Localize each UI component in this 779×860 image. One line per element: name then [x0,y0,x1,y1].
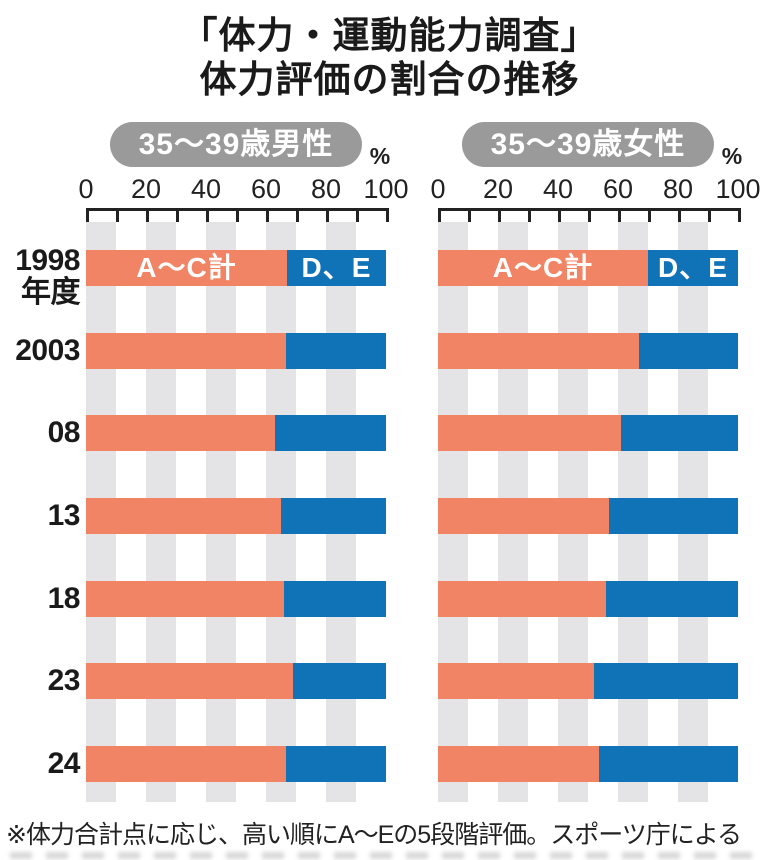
axis-tick-female-80 [678,208,681,222]
axis-tick-female-20 [498,208,501,222]
chart-title-line2: 体力評価の割合の推移 [199,59,580,100]
bar-female-23-good [438,663,594,699]
axis-tick-label-male-100: 100 [363,174,409,204]
bar-male-13-good [86,498,281,534]
bar-male-18-good [86,581,284,617]
bar-male-1998年度-bad [287,250,386,286]
axis-tick-label-female-20: 20 [482,174,514,204]
axis-tick-label-male-60: 60 [250,174,282,204]
chart-title: 「体力・運動能力調査」 体力評価の割合の推移 [0,14,779,102]
bar-female-08-bad [621,415,738,451]
bar-female-1998年度-bad [648,250,738,286]
year-label-13: 13 [0,499,81,532]
year-label-18: 18 [0,582,81,615]
bar-male-2003-good [86,333,286,369]
year-label-1998年度: 1998 年度 [0,245,80,309]
group-pill-female: 35〜39歳女性 [462,122,714,167]
axis-tick-female-70 [648,208,651,222]
segment-label-female-bad: D、E [658,252,728,283]
segment-label-male-good: A〜C計 [136,252,237,283]
axis-tick-female-90 [708,208,711,222]
axis-tick-female-50 [588,208,591,222]
bar-female-2003-good [438,333,639,369]
bar-female-24-bad [599,746,738,782]
year-label-24: 24 [0,747,81,780]
bar-female-24-good [438,746,599,782]
axis-tick-male-20 [146,208,149,222]
axis-tick-male-70 [296,208,299,222]
axis-tick-male-10 [116,208,119,222]
bar-male-13-bad [281,498,386,534]
percent-unit-label-male: % [369,143,391,169]
year-label-line: 年度 [21,276,81,309]
axis-tick-female-100 [738,208,741,222]
bar-female-18-bad [606,581,738,617]
axis-tick-male-100 [386,208,389,222]
bar-male-2003-bad [286,333,386,369]
year-label-08: 08 [0,416,81,449]
year-label-line: 23 [47,664,81,697]
segment-label-male-bad: D、E [301,252,372,283]
bar-female-08-good [438,415,621,451]
chart-title-line1: 「体力・運動能力調査」 [180,15,599,56]
segment-label-female-good: A〜C計 [492,252,594,283]
bar-female-2003-bad [639,333,738,369]
axis-tick-label-female-40: 40 [542,174,574,204]
bar-male-08-bad [275,415,386,451]
axis-tick-male-60 [266,208,269,222]
axis-tick-label-male-40: 40 [190,174,222,204]
axis-tick-label-female-80: 80 [662,174,694,204]
axis-tick-label-female-0: 0 [430,174,446,204]
axis-tick-female-0 [438,208,441,222]
group-pill-male: 35〜39歳男性 [110,122,362,167]
axis-tick-label-male-20: 20 [130,174,162,204]
axis-tick-label-female-60: 60 [602,174,634,204]
bar-female-23-bad [594,663,738,699]
year-label-23: 23 [0,664,81,697]
percent-unit-label-female: % [721,143,743,169]
year-label-line: 24 [47,747,81,780]
axis-tick-female-40 [558,208,561,222]
bar-female-1998年度-good [438,250,648,286]
year-label-2003: 2003 [0,335,80,367]
year-label-line: 18 [47,582,81,615]
year-label-line: 08 [47,416,81,449]
axis-tick-male-40 [206,208,209,222]
bar-male-1998年度-good [86,250,287,286]
bar-male-23-bad [293,663,386,699]
bar-male-24-bad [286,746,386,782]
bar-female-13-good [438,498,609,534]
cropped-text-remnant [10,852,765,859]
axis-tick-label-male-80: 80 [310,174,342,204]
bar-male-18-bad [284,581,386,617]
bar-female-18-good [438,581,606,617]
year-label-line: 1998 [15,244,80,277]
axis-tick-label-male-0: 0 [78,174,94,204]
bar-female-13-bad [609,498,738,534]
axis-tick-male-0 [86,208,89,222]
axis-tick-male-90 [356,208,359,222]
axis-tick-female-60 [618,208,621,222]
axis-tick-male-80 [326,208,329,222]
bar-male-24-good [86,746,286,782]
bar-male-23-good [86,663,293,699]
axis-tick-male-30 [176,208,179,222]
axis-tick-female-10 [468,208,471,222]
axis-tick-female-30 [528,208,531,222]
year-label-line: 2003 [15,334,80,367]
source-footnote: ※体力合計点に応じ、高い順にA〜Eの5段階評価。スポーツ庁による [6,821,742,849]
axis-tick-label-female-100: 100 [715,174,761,204]
axis-tick-male-50 [236,208,239,222]
bar-male-08-good [86,415,275,451]
year-label-line: 13 [47,499,81,532]
